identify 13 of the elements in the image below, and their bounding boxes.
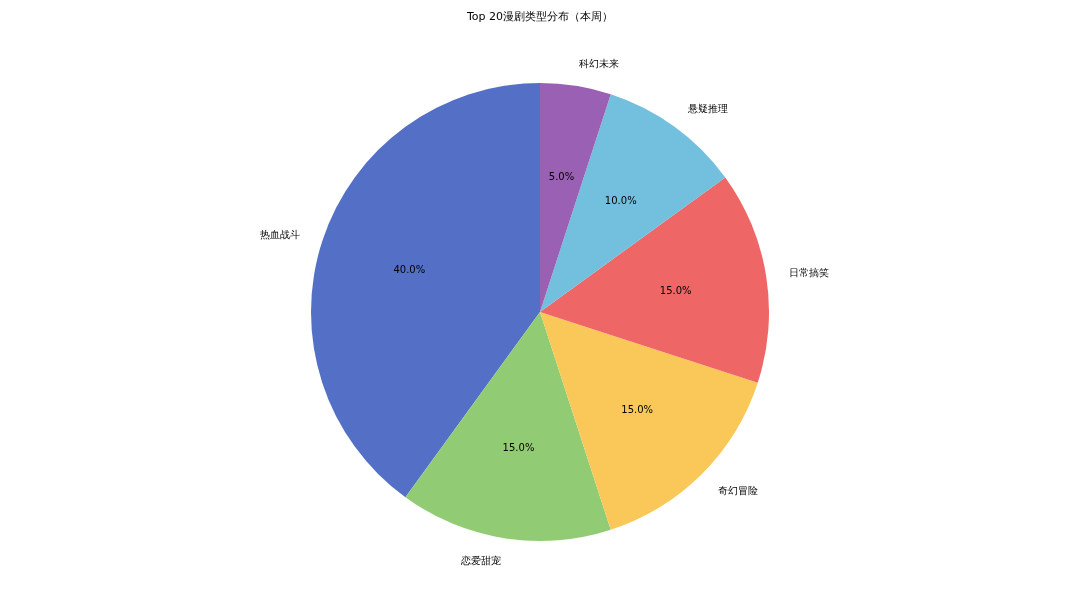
slice-label: 奇幻冒险 <box>718 484 759 496</box>
slice-label: 恋爱甜宠 <box>459 555 501 567</box>
slice-label: 热血战斗 <box>260 228 301 240</box>
data-label: 15.0% <box>659 285 692 297</box>
slice-label: 科幻未来 <box>579 57 620 69</box>
data-label: 5.0% <box>548 170 575 182</box>
slice-label: 日常搞笑 <box>788 267 829 279</box>
chart-title: Top 20漫剧类型分布（本周） <box>465 9 614 23</box>
data-label: 15.0% <box>502 442 535 454</box>
data-label: 10.0% <box>604 195 637 207</box>
data-label: 40.0% <box>393 264 426 276</box>
data-label: 15.0% <box>621 403 654 415</box>
slice-label: 悬疑推理 <box>687 102 729 114</box>
